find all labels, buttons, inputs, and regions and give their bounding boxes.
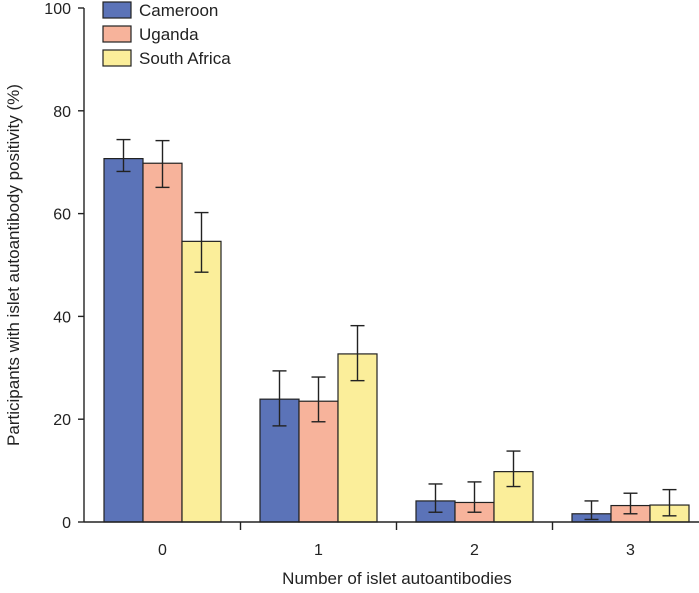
y-tick-label: 80	[53, 104, 71, 121]
x-axis-title: Number of islet autoantibodies	[282, 569, 512, 588]
y-tick-label: 20	[53, 412, 71, 429]
legend-swatch	[102, 1, 132, 19]
bar-south-africa-1	[337, 353, 378, 523]
error-bar-uganda-0	[155, 139, 170, 189]
y-tick-label: 0	[62, 515, 71, 532]
legend-item-south-africa: South Africa	[102, 49, 231, 68]
bar-south-africa-0	[181, 240, 222, 523]
error-bar-uganda-3	[623, 492, 638, 515]
y-tick-label: 100	[44, 1, 71, 18]
y-ticks-layer: 0 20 40 60 80 100	[44, 1, 84, 532]
legend: Cameroon Uganda South Africa	[102, 1, 231, 68]
bar-uganda-0	[142, 162, 183, 523]
x-tick-label: 1	[314, 542, 323, 559]
error-bar-south-africa-2	[506, 450, 521, 488]
error-bar-south-africa-0	[194, 211, 209, 273]
legend-swatch	[102, 25, 132, 43]
legend-item-uganda: Uganda	[102, 25, 199, 44]
x-tick-label: 2	[470, 542, 479, 559]
x-tick-label: 0	[158, 542, 167, 559]
bar-cameroon-0	[103, 158, 144, 523]
x-tick-label: 3	[626, 542, 635, 559]
error-bar-uganda-2	[467, 481, 482, 513]
legend-swatch	[102, 49, 132, 67]
error-bar-south-africa-1	[350, 324, 365, 382]
y-tick-label: 40	[53, 309, 71, 326]
error-bar-cameroon-1	[272, 370, 287, 427]
y-tick-label: 60	[53, 207, 71, 224]
error-bar-cameroon-0	[116, 138, 131, 173]
error-bars-layer	[116, 138, 677, 521]
error-bar-south-africa-3	[662, 488, 677, 517]
y-axis-title: Participants with islet autoantibody pos…	[4, 84, 23, 446]
x-ticks-layer: 0 1 2 3	[158, 522, 635, 559]
error-bar-uganda-1	[311, 376, 326, 423]
bars-layer	[103, 158, 690, 523]
legend-label: Uganda	[139, 25, 199, 44]
legend-label: Cameroon	[139, 1, 218, 20]
error-bar-cameroon-3	[584, 500, 599, 521]
legend-item-cameroon: Cameroon	[102, 1, 218, 20]
legend-label: South Africa	[139, 49, 231, 68]
error-bar-cameroon-2	[428, 483, 443, 513]
